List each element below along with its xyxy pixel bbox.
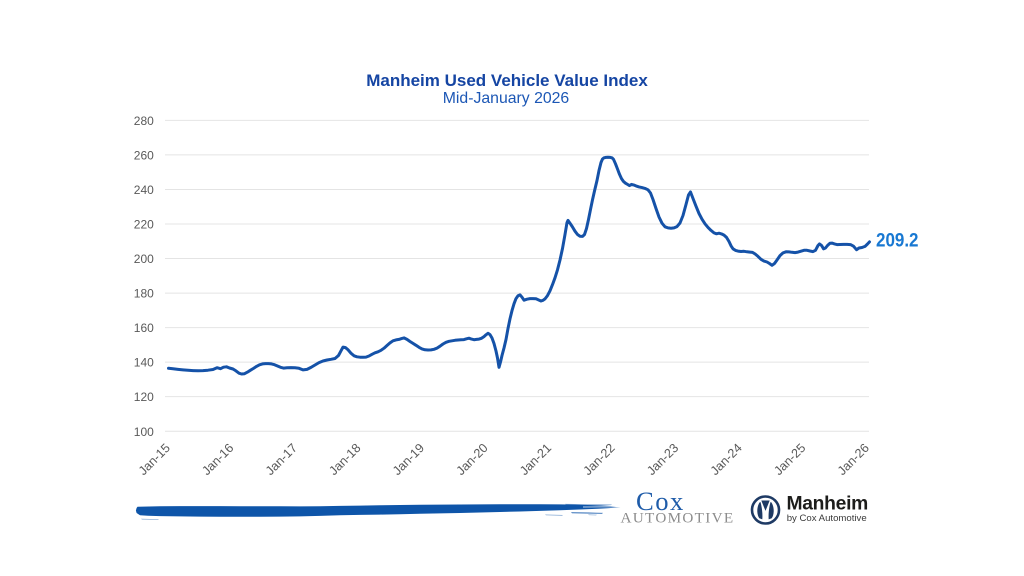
svg-text:Jan-19: Jan-19 [390, 441, 427, 478]
svg-text:AUTOMOTIVE: AUTOMOTIVE [621, 510, 735, 527]
svg-text:Jan-18: Jan-18 [326, 441, 363, 478]
svg-text:Manheim: Manheim [787, 493, 868, 514]
svg-text:Jan-16: Jan-16 [199, 441, 236, 478]
svg-text:Cox: Cox [636, 486, 685, 516]
svg-text:180: 180 [134, 287, 154, 301]
svg-text:Jan-25: Jan-25 [771, 441, 808, 478]
svg-text:240: 240 [134, 183, 154, 197]
svg-text:160: 160 [134, 321, 154, 335]
svg-text:260: 260 [134, 149, 154, 163]
svg-text:Jan-24: Jan-24 [708, 441, 745, 478]
svg-text:Jan-15: Jan-15 [136, 441, 173, 478]
svg-text:Manheim Used Vehicle Value Ind: Manheim Used Vehicle Value Index [366, 71, 648, 90]
svg-text:by Cox Automotive: by Cox Automotive [787, 513, 867, 524]
svg-text:200: 200 [134, 252, 154, 266]
svg-text:280: 280 [134, 114, 154, 128]
svg-text:100: 100 [134, 425, 154, 439]
svg-text:140: 140 [134, 356, 154, 370]
svg-text:220: 220 [134, 218, 154, 232]
svg-text:Jan-20: Jan-20 [454, 441, 491, 478]
svg-text:Jan-21: Jan-21 [517, 441, 554, 478]
svg-text:209.2: 209.2 [876, 230, 919, 251]
svg-text:Jan-23: Jan-23 [644, 441, 681, 478]
svg-text:Mid-January 2026: Mid-January 2026 [443, 90, 570, 107]
svg-text:120: 120 [134, 390, 154, 404]
svg-text:Jan-22: Jan-22 [581, 441, 618, 478]
svg-text:Jan-26: Jan-26 [835, 441, 872, 478]
svg-text:Jan-17: Jan-17 [263, 441, 300, 478]
